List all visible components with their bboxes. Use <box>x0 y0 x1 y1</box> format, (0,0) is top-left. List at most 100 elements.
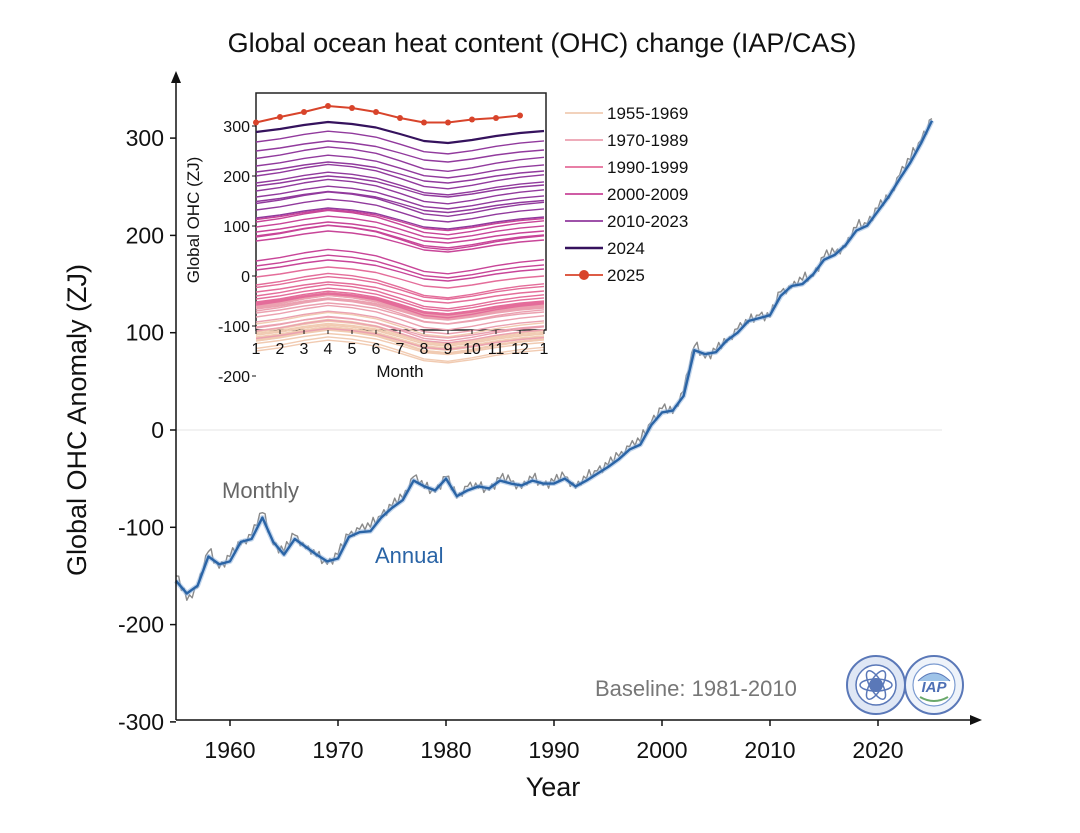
inset-year-line <box>255 191 545 217</box>
inset-x-tick-label: 3 <box>300 341 309 358</box>
inset-year-line <box>255 298 545 321</box>
inset-y-tick-label: 0 <box>241 269 250 286</box>
inset-year-line <box>255 120 545 145</box>
inset-x-tick-label: 2 <box>276 341 285 358</box>
inset-year-line <box>255 293 545 320</box>
y-tick-label: 200 <box>126 222 164 248</box>
inset-2025-line <box>255 104 521 124</box>
inset-y-tick-label: 200 <box>223 169 250 186</box>
cas-logo <box>846 655 906 715</box>
inset-2025-point <box>493 115 499 121</box>
inset-year-line <box>255 161 545 184</box>
inset-2025-point <box>277 114 283 120</box>
inset-year-line <box>255 324 545 347</box>
inset-y-ticks: 300 200 100 0 -100 -200 <box>218 119 256 386</box>
y-axis-label: Global OHC Anomaly (ZJ) <box>62 264 92 576</box>
inset-year-line <box>255 276 545 301</box>
inset-2025-point <box>469 116 475 123</box>
iap-logo: IAP <box>904 655 964 715</box>
inset-2025-point <box>349 105 355 111</box>
legend-marker <box>579 270 589 280</box>
y-axis-arrow <box>171 71 181 83</box>
legend-label: 1955-1969 <box>607 104 688 123</box>
inset-year-line <box>255 207 545 230</box>
legend-label: 1970-1989 <box>607 131 688 150</box>
inset-year-line <box>255 292 545 315</box>
svg-text:IAP: IAP <box>921 679 947 696</box>
inset-year-line <box>255 332 545 356</box>
inset-x-tick-label: 4 <box>324 341 333 358</box>
inset-year-line <box>255 294 545 321</box>
inset-year-line <box>255 336 545 362</box>
y-tick-label: 100 <box>126 320 164 346</box>
inset-x-tick-label: 10 <box>463 341 481 358</box>
x-tick-label: 1990 <box>528 737 579 763</box>
inset-year-line <box>255 322 545 346</box>
y-tick-label: -100 <box>118 514 164 540</box>
inset-year-line <box>255 266 545 289</box>
inset-year-line <box>255 154 545 179</box>
inset-2025-point <box>301 109 307 115</box>
inset-year-line <box>255 272 545 299</box>
inset-year-line <box>255 304 545 331</box>
main-axes <box>171 71 982 725</box>
inset-2025-point <box>397 115 403 121</box>
inset-year-line <box>255 283 545 310</box>
inset-year-line <box>255 185 545 210</box>
inset-x-tick-label: 7 <box>396 341 405 358</box>
inset-year-line <box>255 215 545 240</box>
inset-year-line <box>255 221 545 244</box>
inset-year-line <box>255 254 545 279</box>
x-axis-label: Year <box>526 772 581 802</box>
x-tick-label: 1980 <box>420 737 471 763</box>
inset-legend: 1955-1969 1970-1989 1990-1999 2000-2009 2010… <box>565 104 688 285</box>
inset-year-line <box>255 178 545 205</box>
y-tick-label: -200 <box>118 612 164 638</box>
inset-year-line <box>255 163 545 190</box>
chart-title: Global ocean heat content (OHC) change (… <box>228 28 857 58</box>
inset-year-line <box>255 259 545 282</box>
inset-year-line <box>255 339 545 364</box>
inset-y-tick-label: 100 <box>223 219 250 236</box>
baseline-note: Baseline: 1981-2010 <box>595 676 797 701</box>
inset-year-line <box>255 198 545 223</box>
legend-label: 2024 <box>607 239 645 258</box>
inset-year-line <box>255 287 545 312</box>
inset-y-tick-label: -200 <box>218 369 250 386</box>
inset-x-tick-label: 6 <box>372 341 381 358</box>
inset-year-line <box>255 146 545 172</box>
inset-2025-point <box>517 112 523 119</box>
monthly-annotation: Monthly <box>222 478 299 503</box>
inset-year-line <box>255 175 545 198</box>
inset-x-tick-label: 5 <box>348 341 357 358</box>
annual-annotation: Annual <box>375 543 444 568</box>
inset-year-line <box>255 140 545 163</box>
main-y-ticks: -300 -200 -100 0 100 200 300 <box>118 125 176 735</box>
legend-label: 2025 <box>607 266 645 285</box>
inset-x-tick-label: 8 <box>420 341 429 358</box>
inset-2025-series <box>253 103 523 126</box>
inset-year-line <box>255 302 545 325</box>
inset-year-line <box>255 208 545 232</box>
x-tick-label: 2010 <box>744 737 795 763</box>
legend-label: 1990-1999 <box>607 158 688 177</box>
inset-x-ticks: 1 2 3 4 5 6 7 8 9 10 11 12 1 <box>252 330 549 358</box>
inset-x-tick-label: 1 <box>252 341 261 358</box>
inset-2025-point <box>325 103 331 109</box>
inset-y-tick-label: -100 <box>218 319 250 336</box>
inset-year-line <box>255 230 545 253</box>
inset-y-label: Global OHC (ZJ) <box>184 157 203 284</box>
inset-year-line <box>255 248 545 275</box>
legend-label: 2000-2009 <box>607 185 688 204</box>
inset-year-line <box>255 190 545 214</box>
y-tick-label: -300 <box>118 709 164 735</box>
x-tick-label: 1970 <box>312 737 363 763</box>
x-tick-label: 2020 <box>852 737 903 763</box>
y-tick-label: 0 <box>151 417 164 443</box>
inset-x-tick-label: 1 <box>540 341 549 358</box>
annual-series-line <box>175 120 934 595</box>
inset-x-tick-label: 12 <box>511 341 529 358</box>
inset-year-line <box>255 209 545 236</box>
inset-2025-point <box>373 109 379 115</box>
